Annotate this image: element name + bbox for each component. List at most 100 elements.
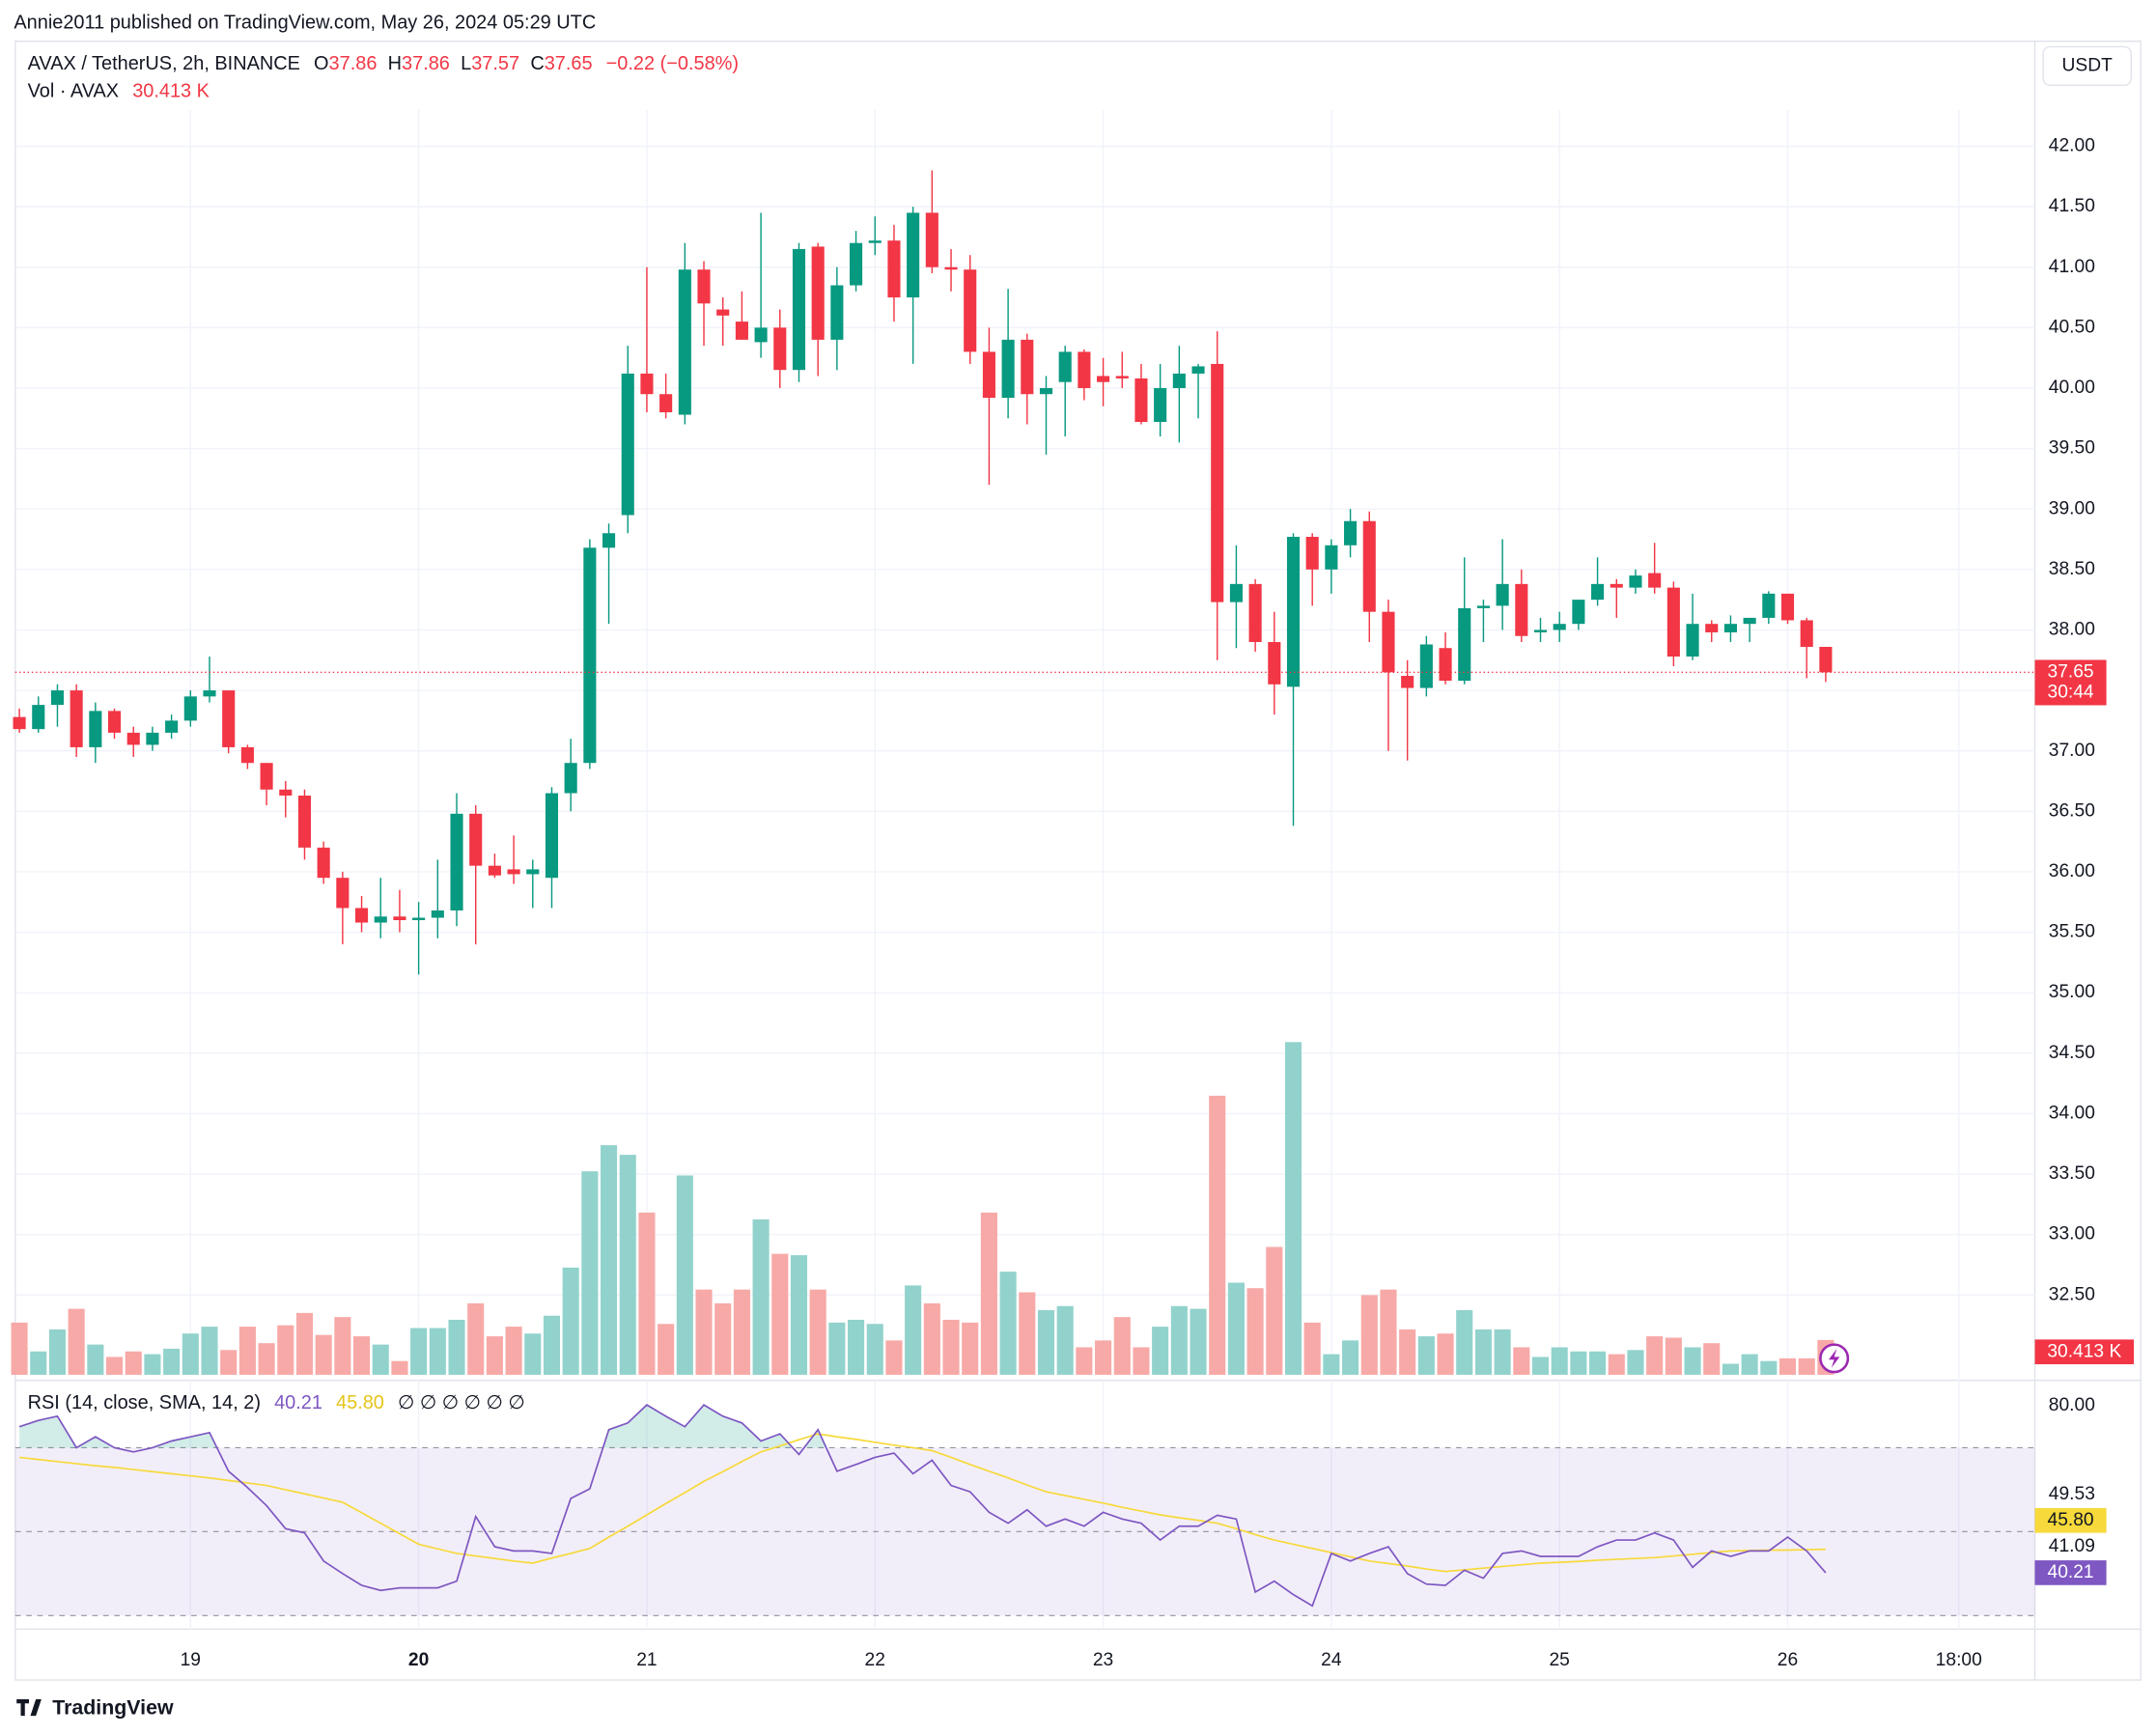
volume-bar (676, 1175, 693, 1375)
candle-body (1572, 600, 1585, 625)
candle-body (1248, 583, 1262, 642)
currency-button[interactable]: USDT (2042, 45, 2132, 86)
publisher-line: Annie2011 published on TradingView.com, … (14, 12, 596, 33)
volume-bar (295, 1312, 314, 1375)
candle-body (1762, 593, 1776, 618)
c-label: C (530, 53, 544, 74)
currency-label[interactable]: USDT (2062, 55, 2114, 75)
volume-bar (1474, 1329, 1492, 1375)
volume-bar (980, 1212, 997, 1375)
rsi-badge-label: 45.80 (2048, 1510, 2094, 1530)
candle-body (32, 705, 45, 730)
volume-bar (866, 1324, 883, 1375)
candle-body (887, 240, 901, 298)
volume-bar (448, 1319, 465, 1375)
candle-body (659, 394, 673, 413)
volume-bar (48, 1329, 67, 1375)
volume-bar (638, 1212, 656, 1375)
volume-value: 30.413 K (132, 81, 210, 102)
rsi-title: RSI (14, close, SMA, 14, 2) (28, 1392, 261, 1413)
candle-body (907, 212, 920, 298)
volume-bar (1417, 1336, 1435, 1375)
volume-bar (1399, 1329, 1416, 1375)
volume-bar (1741, 1354, 1758, 1375)
candle-body (450, 813, 463, 911)
sma-value: 45.80 (336, 1392, 384, 1413)
candle-body (564, 763, 577, 794)
volume-bar (1095, 1340, 1112, 1375)
candle-body (183, 696, 197, 721)
currency-button-box[interactable] (2042, 45, 2132, 86)
replay-icon[interactable] (1819, 1343, 1850, 1374)
volume-bar (372, 1344, 389, 1375)
y-tick-label: 33.00 (2049, 1224, 2095, 1245)
volume-bar (962, 1322, 979, 1375)
volume-bar (353, 1336, 371, 1375)
candle-body (1553, 624, 1566, 630)
rsi-value: 40.21 (274, 1392, 322, 1413)
volume-bar (828, 1322, 846, 1375)
volume-bar (467, 1302, 485, 1375)
volume-bar (1437, 1333, 1454, 1375)
volume-bar (258, 1343, 275, 1375)
candle-body (317, 847, 330, 879)
y-tick-label: 34.00 (2049, 1103, 2095, 1123)
replay-bolt[interactable] (1828, 1348, 1840, 1368)
candle-body (697, 269, 711, 304)
candle-body (1515, 583, 1528, 636)
rsi-badge (2034, 1560, 2107, 1585)
volume-bar (999, 1272, 1017, 1375)
volume-bar (942, 1319, 960, 1375)
volume-bar (125, 1351, 142, 1375)
h-value: 37.86 (402, 53, 450, 74)
candle-body (1533, 630, 1548, 632)
volume-bar (1494, 1329, 1511, 1375)
candle-body (640, 373, 654, 395)
candle-body (1591, 583, 1605, 601)
candle-body (222, 690, 236, 747)
overbought-fill (19, 1405, 1826, 1448)
volume-bar (30, 1351, 47, 1375)
volume-bar (1209, 1095, 1226, 1375)
countdown-label: 30:44 (2048, 683, 2094, 703)
volume-bar (619, 1155, 636, 1375)
symbol: AVAX / TetherUS, 2h, BINANCE (28, 53, 300, 74)
candle-body (830, 285, 844, 340)
y-tick-label: 35.50 (2049, 922, 2095, 942)
candle-body (1439, 648, 1452, 682)
volume-bar (429, 1328, 446, 1375)
volume-bar (182, 1333, 199, 1375)
volume-bar (1722, 1363, 1739, 1375)
candle-body (1458, 607, 1471, 682)
volume-bar (1778, 1357, 1797, 1375)
y-tick-label: 35.00 (2049, 982, 2095, 1002)
candle-body (1305, 537, 1319, 570)
volume-bar (1380, 1289, 1397, 1375)
candle-body (964, 269, 977, 352)
volume-bar (1684, 1347, 1701, 1375)
candle-body (1039, 387, 1053, 395)
volume-bar (1266, 1246, 1283, 1375)
volume-bar (1323, 1354, 1340, 1375)
volume-bar (201, 1327, 218, 1375)
volume-bar (1190, 1308, 1207, 1375)
candle-body (1800, 620, 1813, 647)
candle-body (1780, 593, 1795, 621)
y-tick-label: 41.00 (2049, 257, 2095, 277)
candle-body (792, 248, 806, 371)
candle-body (50, 690, 65, 706)
y-tick-label: 32.50 (2049, 1284, 2095, 1304)
volume-bar (848, 1319, 865, 1375)
rsi-scale-label: 41.09 (2049, 1536, 2095, 1556)
volume-bar (601, 1145, 618, 1375)
candle-body (165, 720, 179, 733)
y-tick-label: 34.50 (2049, 1043, 2095, 1063)
volume-bar (562, 1267, 579, 1375)
candle-body (107, 711, 122, 733)
y-tick-label: 38.00 (2049, 620, 2095, 640)
candle-body (1229, 583, 1243, 602)
candle-body (354, 908, 369, 923)
volume-bar (1037, 1310, 1055, 1375)
